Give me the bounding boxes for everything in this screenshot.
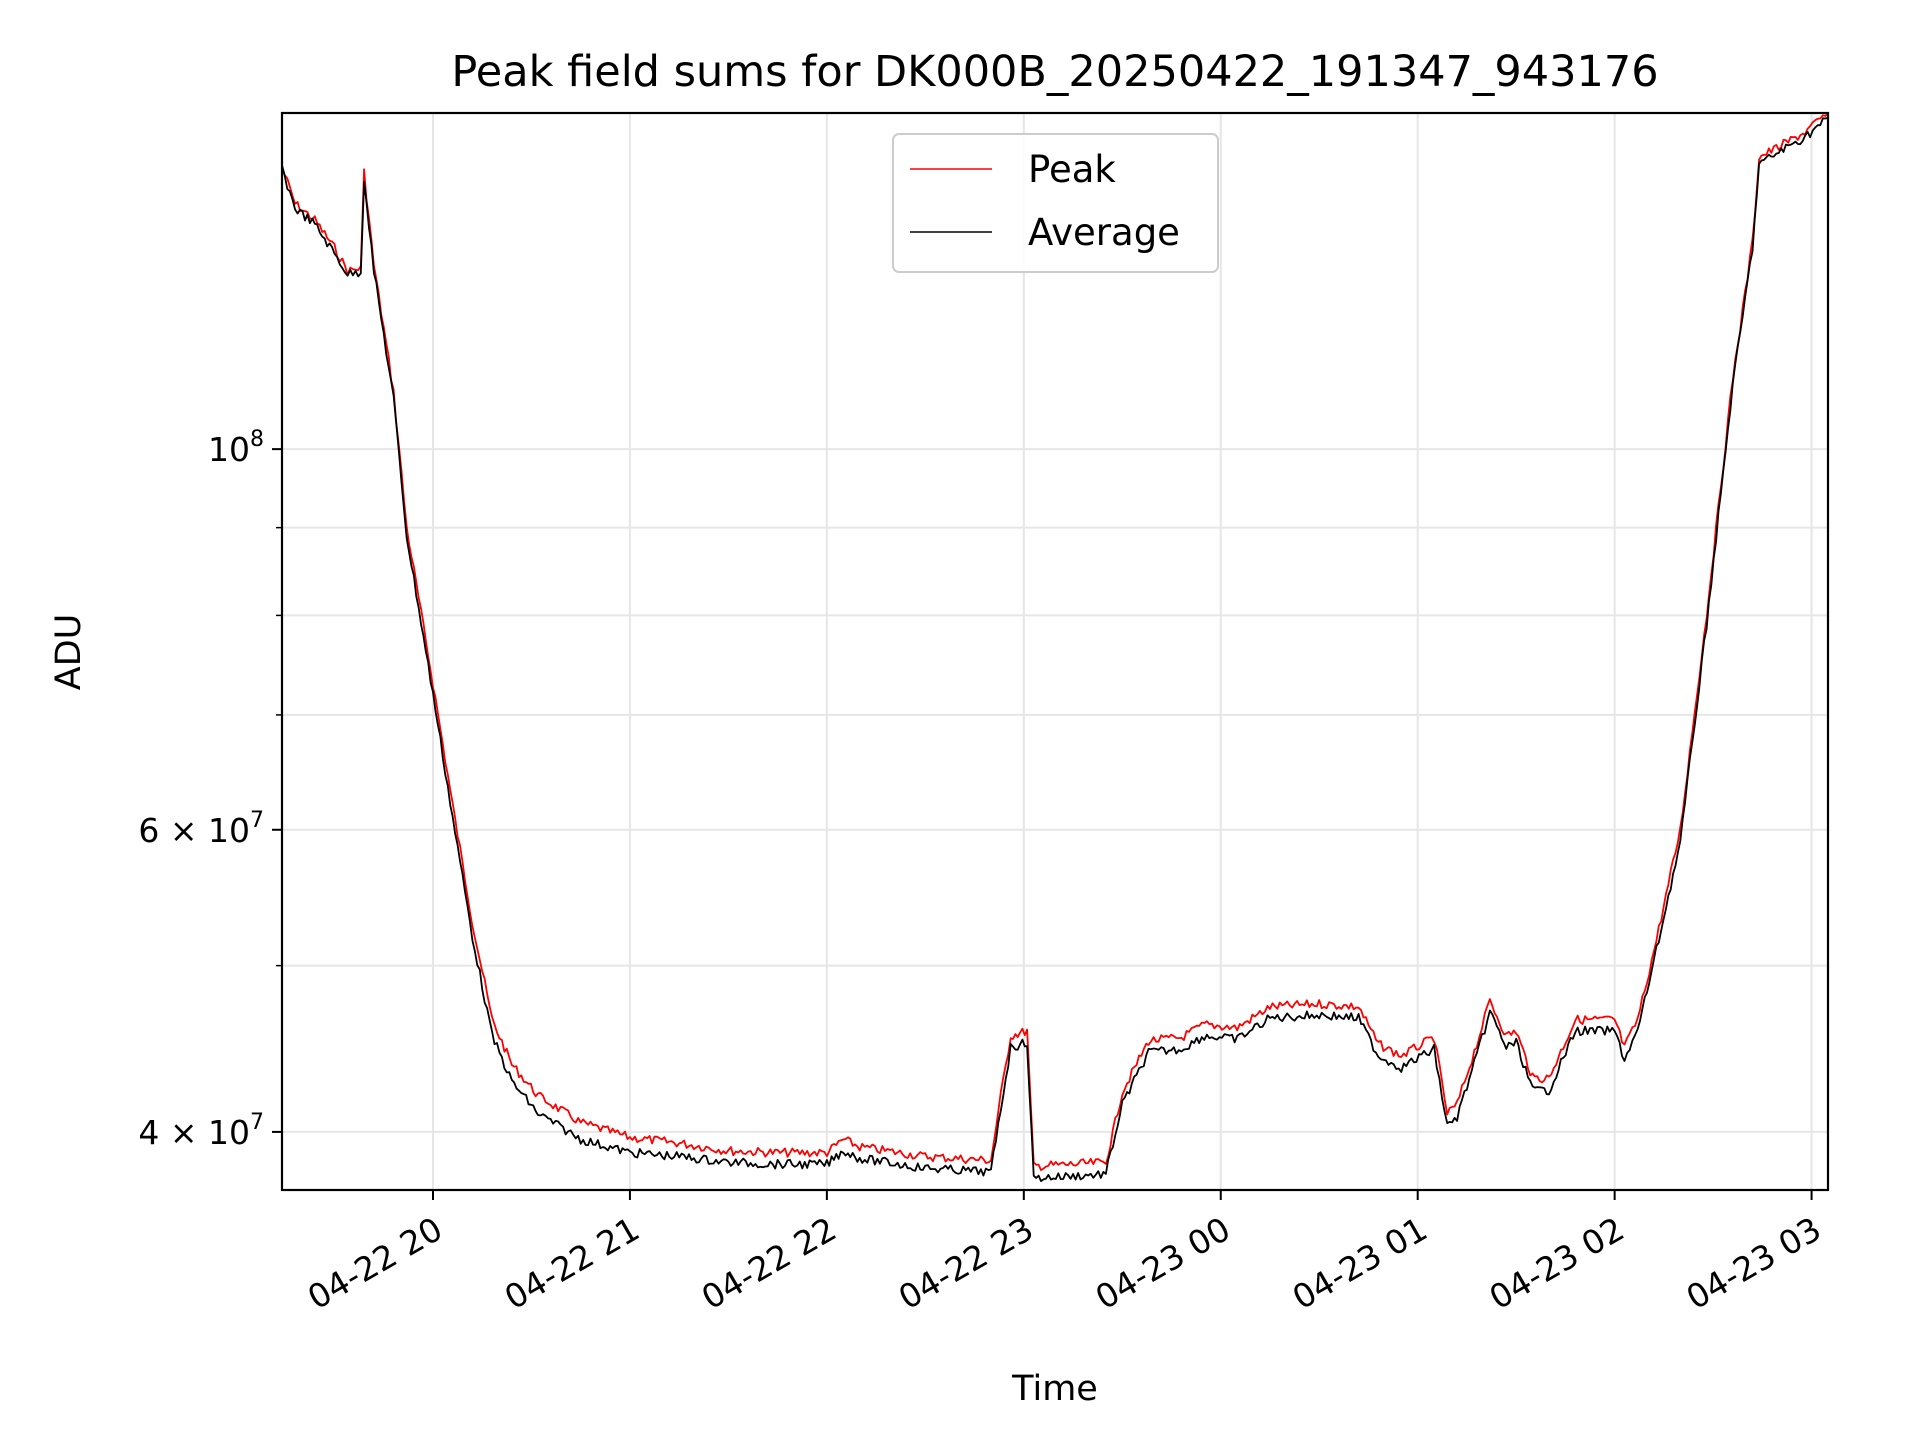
x-axis-label: Time — [1011, 1369, 1098, 1409]
series-line-peak — [282, 113, 1828, 1171]
legend-label-average: Average — [1028, 211, 1180, 254]
legend-label-peak: Peak — [1028, 148, 1116, 191]
chart-title: Peak field sums for DK000B_20250422_1913… — [451, 47, 1658, 97]
y-tick-label: 108 — [208, 427, 264, 469]
y-axis-label: ADU — [49, 614, 89, 691]
series-layer — [282, 113, 1828, 1182]
y-tick-label: 4 × 107 — [138, 1110, 264, 1152]
plot-frame — [280, 111, 1830, 1192]
y-axis: 4 × 107 6 × 107 108 — [138, 427, 282, 1152]
legend: Peak Average — [892, 133, 1219, 273]
grid — [282, 113, 1828, 1190]
series-line-average — [282, 116, 1828, 1182]
y-tick-label: 6 × 107 — [138, 808, 264, 850]
